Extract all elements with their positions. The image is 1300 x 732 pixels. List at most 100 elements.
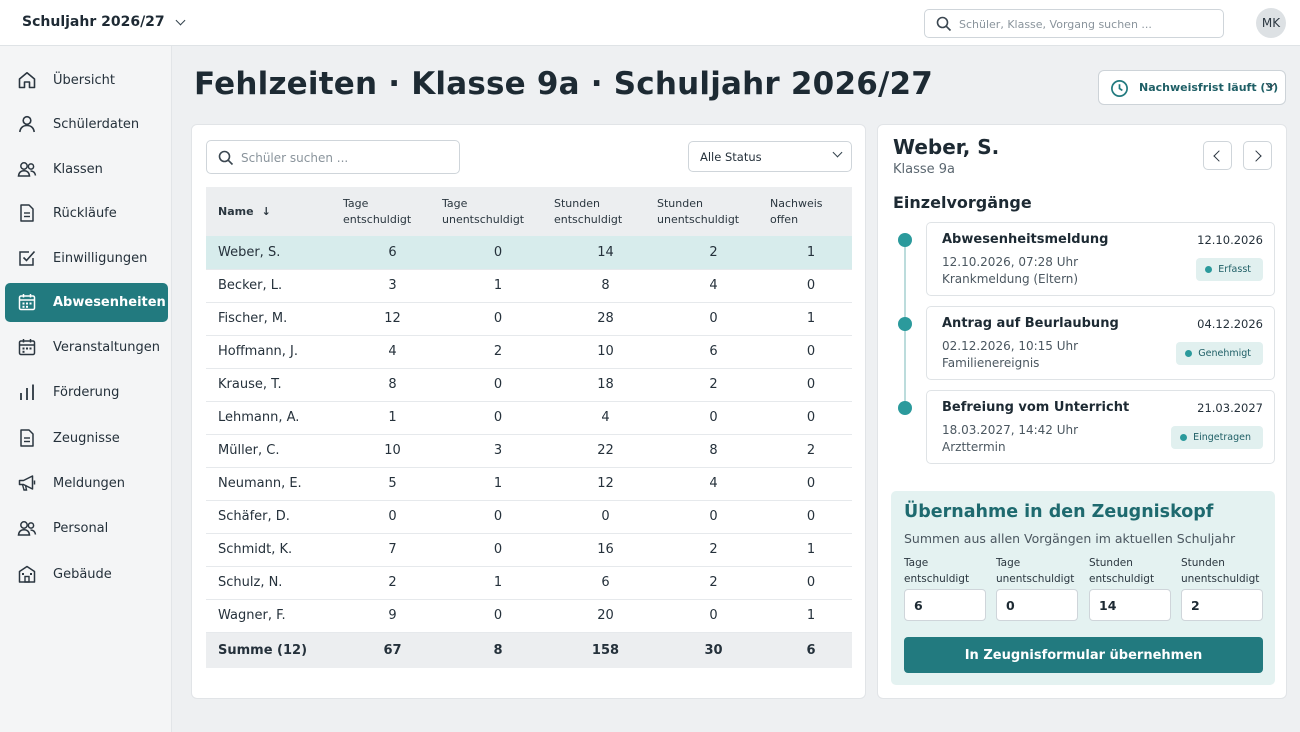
home-icon (18, 72, 36, 89)
table-row[interactable]: Weber, S. 6 0 14 2 1 (206, 236, 852, 270)
deadline-filter-button[interactable]: Nachweisfrist läuft (3) (1098, 70, 1286, 105)
event-title: Antrag auf Beurlaubung (942, 316, 1119, 331)
cell-stunden-unentschuldigt: 2 (657, 368, 770, 402)
cell-tage-unentschuldigt: 0 (442, 533, 554, 567)
column-header-label: unentschuldigt (442, 212, 525, 226)
top-bar: Schuljahr 2026/27 MK (0, 0, 1300, 46)
event-note: Familienereignis (942, 356, 1040, 370)
transfer-title: Übernahme in den Zeugniskopf (904, 502, 1214, 522)
clock-icon (1111, 80, 1128, 97)
cell-name: Schäfer, D. (206, 500, 343, 534)
column-header-nachweis-offen[interactable]: Nachweis offen (770, 187, 852, 236)
previous-student-button[interactable] (1203, 141, 1232, 170)
table-row[interactable]: Krause, T. 8 0 18 2 0 (206, 368, 852, 402)
event-card[interactable]: Antrag auf Beurlaubung 04.12.2026 02.12.… (926, 306, 1275, 380)
event-title: Befreiung vom Unterricht (942, 400, 1130, 415)
cell-stunden-entschuldigt: 14 (554, 236, 657, 270)
status-filter-value: Alle Status (700, 150, 762, 164)
cell-stunden-entschuldigt: 22 (554, 434, 657, 468)
table-row[interactable]: Schäfer, D. 0 0 0 0 0 (206, 500, 852, 534)
transfer-input[interactable] (1089, 589, 1171, 621)
cell-stunden-entschuldigt: 28 (554, 302, 657, 336)
table-row[interactable]: Lehmann, A. 1 0 4 0 0 (206, 401, 852, 435)
cell-tage-unentschuldigt: 1 (442, 566, 554, 600)
cell-tage-entschuldigt: 1 (343, 401, 442, 435)
cell-nachweis-offen: 0 (770, 566, 852, 600)
deadline-label: Nachweisfrist läuft (3) (1139, 81, 1279, 94)
sidebar: Übersicht Schülerdaten Klassen Rückläufe… (0, 46, 172, 732)
table-row[interactable]: Becker, L. 3 1 8 4 0 (206, 269, 852, 303)
sidebar-item-personal[interactable]: Personal (5, 509, 168, 548)
sidebar-item-ruecklaeufe[interactable]: Rückläufe (5, 194, 168, 233)
cell-stunden-unentschuldigt: 4 (657, 467, 770, 501)
column-header-stunden-entschuldigt[interactable]: Stunden entschuldigt (554, 187, 657, 236)
sum-cell-stunden-entschuldigt: 158 (554, 632, 657, 668)
event-card[interactable]: Befreiung vom Unterricht 21.03.2027 18.0… (926, 390, 1275, 464)
column-header-label: Tage (442, 196, 468, 210)
global-search-input[interactable] (959, 14, 1214, 34)
cell-tage-entschuldigt: 5 (343, 467, 442, 501)
school-year-switcher[interactable]: Schuljahr 2026/27 (22, 14, 186, 30)
search-icon (936, 16, 952, 32)
cell-name: Neumann, E. (206, 467, 343, 501)
cell-tage-unentschuldigt: 3 (442, 434, 554, 468)
users-icon (17, 521, 37, 536)
user-avatar[interactable]: MK (1256, 8, 1286, 38)
student-detail-card: Weber, S. Klasse 9a Einzelvorgänge Abwes… (877, 124, 1287, 699)
label-line: unentschuldigt (1181, 573, 1260, 585)
sidebar-item-label: Klassen (53, 162, 103, 177)
cell-stunden-entschuldigt: 18 (554, 368, 657, 402)
transfer-field-stunden-unentschuldigt: Stunden unentschuldigt (1181, 555, 1263, 621)
cell-tage-unentschuldigt: 0 (442, 500, 554, 534)
transfer-field-tage-entschuldigt: Tage entschuldigt (904, 555, 986, 621)
sidebar-item-schuelerdaten[interactable]: Schülerdaten (5, 105, 168, 144)
sidebar-item-gebaeude[interactable]: Gebäude (5, 555, 168, 594)
column-header-name[interactable]: Name ↓ (206, 187, 343, 236)
table-header-row: Name ↓ Tage entschuldigt Tage unentschuldig… (206, 187, 852, 236)
sidebar-item-klassen[interactable]: Klassen (5, 150, 168, 189)
cell-name: Lehmann, A. (206, 401, 343, 435)
column-header-tage-entschuldigt[interactable]: Tage entschuldigt (343, 187, 442, 236)
sidebar-item-veranstaltungen[interactable]: Veranstaltungen (5, 328, 168, 367)
transfer-input[interactable] (904, 589, 986, 621)
sidebar-item-uebersicht[interactable]: Übersicht (5, 61, 168, 100)
label-line: Stunden (1089, 557, 1133, 569)
absence-table: Name ↓ Tage entschuldigt Tage unentschuldig… (206, 187, 852, 668)
column-header-label: Nachweis (770, 196, 823, 210)
event-time: 02.12.2026, 10:15 Uhr (942, 339, 1079, 353)
next-student-button[interactable] (1243, 141, 1272, 170)
table-row[interactable]: Neumann, E. 5 1 12 4 0 (206, 467, 852, 501)
sum-cell-nachweis-offen: 6 (770, 632, 852, 668)
sidebar-item-foerderung[interactable]: Förderung (5, 373, 168, 412)
event-card[interactable]: Abwesenheitsmeldung 12.10.2026 12.10.202… (926, 222, 1275, 296)
table-row[interactable]: Fischer, M. 12 0 28 0 1 (206, 302, 852, 336)
calendar-icon (18, 339, 36, 356)
event-date: 21.03.2027 (1197, 401, 1263, 415)
events-section-title: Einzelvorgänge (893, 193, 1032, 212)
cell-tage-entschuldigt: 3 (343, 269, 442, 303)
cell-stunden-unentschuldigt: 0 (657, 500, 770, 534)
transfer-input[interactable] (996, 589, 1078, 621)
table-row[interactable]: Schulz, N. 2 1 6 2 0 (206, 566, 852, 600)
cell-tage-unentschuldigt: 2 (442, 335, 554, 369)
sidebar-item-meldungen[interactable]: Meldungen (5, 464, 168, 503)
transfer-input[interactable] (1181, 589, 1263, 621)
cell-tage-unentschuldigt: 0 (442, 236, 554, 270)
transfer-field-tage-unentschuldigt: Tage unentschuldigt (996, 555, 1078, 621)
column-header-stunden-unentschuldigt[interactable]: Stunden unentschuldigt (657, 187, 770, 236)
cell-name: Müller, C. (206, 434, 343, 468)
column-header-tage-unentschuldigt[interactable]: Tage unentschuldigt (442, 187, 554, 236)
table-row[interactable]: Schmidt, K. 7 0 16 2 1 (206, 533, 852, 567)
transfer-to-report-button[interactable]: In Zeugnisformular übernehmen (904, 637, 1263, 673)
table-row[interactable]: Müller, C. 10 3 22 8 2 (206, 434, 852, 468)
sidebar-item-einwilligungen[interactable]: Einwilligungen (5, 239, 168, 278)
sidebar-item-zeugnisse[interactable]: Zeugnisse (5, 419, 168, 458)
status-filter-select[interactable]: Alle Status (688, 141, 852, 172)
table-row[interactable]: Hoffmann, J. 4 2 10 6 0 (206, 335, 852, 369)
table-row[interactable]: Wagner, F. 9 0 20 0 1 (206, 599, 852, 633)
student-search-input[interactable] (241, 148, 451, 168)
sidebar-item-abwesenheiten[interactable]: Abwesenheiten (5, 283, 168, 322)
status-badge: Eingetragen (1171, 426, 1263, 449)
cell-nachweis-offen: 2 (770, 434, 852, 468)
cell-nachweis-offen: 1 (770, 533, 852, 567)
